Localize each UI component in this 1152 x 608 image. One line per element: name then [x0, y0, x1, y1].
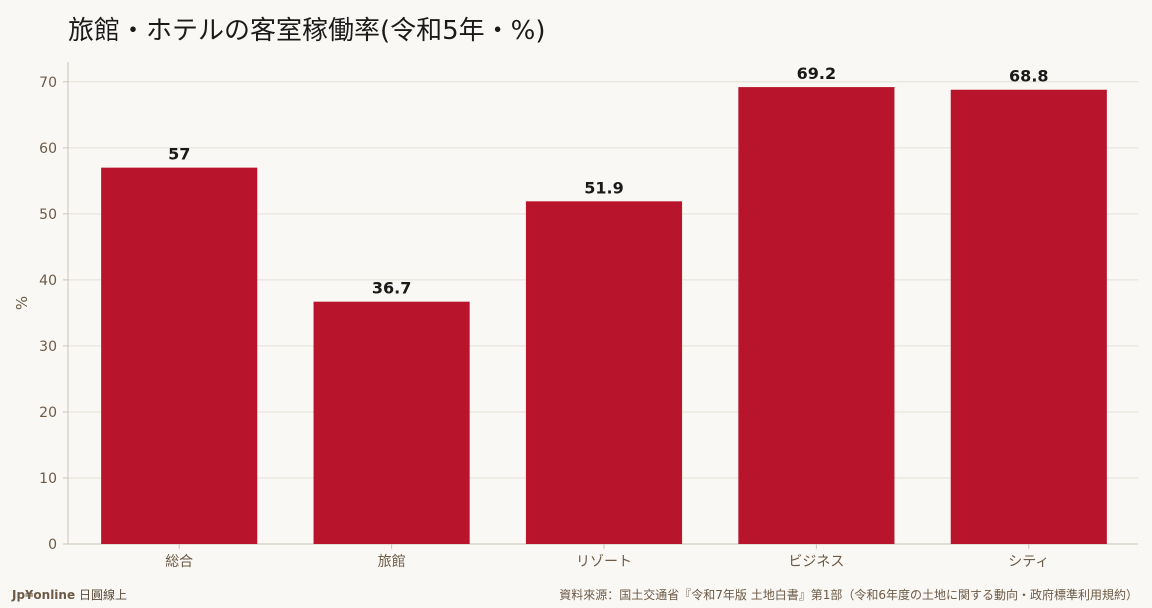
bar — [738, 87, 895, 545]
axes: 0 10 20 30 40 50 60 70 総合 旅館 リゾート ビジネス シティ — [39, 62, 1138, 570]
bar-value-label: 51.9 — [584, 178, 623, 197]
y-tick-label: 20 — [39, 405, 57, 421]
x-tick-label: リゾート — [576, 554, 632, 570]
bar-value-label: 57 — [168, 145, 190, 164]
bar-value-label: 69.2 — [797, 64, 836, 83]
y-tick-label: 40 — [39, 273, 57, 289]
bar — [525, 201, 683, 544]
y-axis-label: % — [13, 296, 31, 310]
value-labels: 57 36.7 51.9 69.2 68.8 — [168, 64, 1048, 298]
x-tick-label: ビジネス — [788, 554, 844, 570]
source-note: 資料來源：国土交通省『令和7年版 土地白書』第1部（令和6年度の土地に関する動向… — [559, 588, 1138, 602]
x-tick-label: 旅館 — [378, 553, 406, 570]
y-tick-label: 10 — [39, 471, 57, 487]
bar — [101, 167, 258, 544]
y-tick-label: 60 — [39, 141, 57, 157]
bar-value-label: 36.7 — [372, 279, 411, 298]
y-tick-label: 70 — [39, 75, 57, 91]
y-tick-label: 50 — [39, 207, 57, 223]
y-tick-label: 0 — [48, 537, 57, 553]
x-tick-label: 総合 — [165, 554, 193, 570]
brand-name: Jp¥online — [12, 588, 76, 602]
chart-title: 旅館・ホテルの客室稼働率(令和5年・%) — [68, 16, 546, 46]
x-tick-label: シティ — [1008, 554, 1049, 570]
footer-brand: Jp¥online 日圓線上 — [12, 586, 127, 603]
bar — [313, 301, 470, 544]
bar — [950, 89, 1107, 544]
bar-value-label: 68.8 — [1009, 67, 1048, 86]
y-tick-label: 30 — [39, 339, 57, 355]
brand-suffix: 日圓線上 — [78, 588, 127, 602]
bars — [101, 87, 1107, 545]
